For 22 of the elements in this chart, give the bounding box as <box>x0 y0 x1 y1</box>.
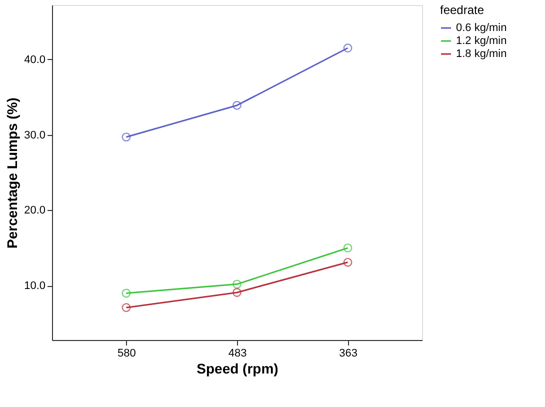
x-tick-label: 363 <box>339 348 358 360</box>
point <box>232 100 242 110</box>
point <box>122 288 131 298</box>
y-tick-label: 20.0 <box>24 204 46 217</box>
point <box>232 280 242 289</box>
legend-label: 1.8 kg/min <box>456 48 507 60</box>
point <box>343 243 352 252</box>
y-axis-title: Percentage Lumps (%) <box>4 98 20 248</box>
x-tick-label: 580 <box>118 348 136 360</box>
x-tick-label: 483 <box>228 348 247 360</box>
legend-title: feedrate <box>440 3 484 17</box>
y-tick-label: 40.0 <box>24 54 46 66</box>
point <box>122 132 131 142</box>
point <box>122 303 131 312</box>
y-tick-label: 10.0 <box>24 280 46 292</box>
legend-label: 0.6 kg/min <box>456 22 507 34</box>
point <box>343 44 352 52</box>
legend-label: 1.2 kg/min <box>456 35 507 47</box>
point <box>343 258 352 267</box>
x-axis-title: Speed (rpm) <box>196 360 278 376</box>
y-tick-label: 30.0 <box>24 129 46 142</box>
point <box>232 288 242 297</box>
